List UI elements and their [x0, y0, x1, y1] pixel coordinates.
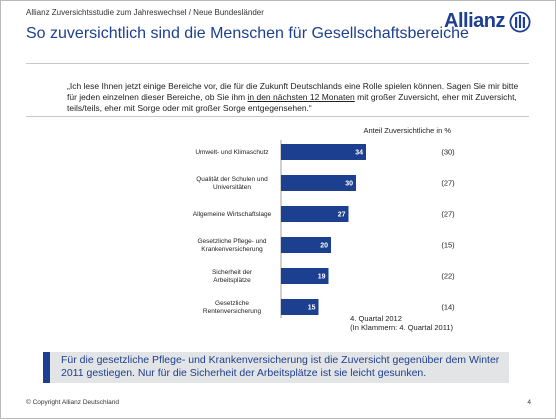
bar [281, 299, 319, 315]
previous-year-value: (22) [441, 272, 455, 281]
allianz-eagle-logo-icon [509, 10, 531, 33]
previous-year-value: (30) [441, 148, 455, 157]
bar-value-label: 34 [355, 150, 363, 157]
bar-value-label: 30 [345, 181, 353, 188]
chart-title: Anteil Zuversichtliche in % [363, 126, 451, 135]
category-label: Allgemeine Wirtschaftslage [193, 211, 272, 218]
bar-value-label: 15 [308, 305, 316, 312]
chart-note-line-2: (In Klammern: 4. Quartal 2011) [350, 323, 453, 332]
survey-question: „Ich lese Ihnen jetzt einige Bereiche vo… [67, 81, 519, 113]
bar [281, 268, 329, 284]
slide-title: So zuversichtlich sind die Menschen für … [26, 25, 469, 42]
category-label: Umwelt- und Klimaschutz [195, 149, 268, 156]
bar [281, 175, 356, 191]
slide-subtitle: Allianz Zuversichtsstudie zum Jahreswech… [26, 8, 264, 17]
footer-page-number: 4 [527, 399, 531, 406]
bar-value-label: 27 [338, 212, 346, 219]
question-divider [26, 116, 529, 117]
previous-year-value: (27) [441, 179, 455, 188]
bar [281, 144, 366, 160]
logo-text: Allianz [444, 10, 505, 32]
bar-value-label: 19 [318, 274, 326, 281]
bar-value-label: 20 [320, 243, 328, 250]
chart-note: 4. Quartal 2012 (In Klammern: 4. Quartal… [350, 314, 453, 332]
previous-year-value: (15) [441, 241, 455, 250]
category-label: Gesetzliche Pflege- und Krankenversicheru… [197, 238, 266, 253]
key-finding-banner: Für die gesetzliche Pflege- und Krankenv… [43, 352, 509, 383]
bar [281, 237, 331, 253]
allianz-logo: Allianz [444, 10, 531, 33]
previous-year-value: (27) [441, 210, 455, 219]
bar [281, 206, 349, 222]
question-underlined-phrase: in den nächsten 12 Monaten [247, 92, 355, 102]
category-label: Gesetzliche Rentenversicherung [203, 300, 262, 315]
chart-note-line-1: 4. Quartal 2012 [350, 314, 402, 323]
footer-copyright: © Copyright Allianz Deutschland [26, 399, 119, 406]
header-divider [26, 63, 529, 64]
banner-accent-bar [43, 352, 50, 383]
category-label: Qualität der Schulen und Universitäten [196, 176, 268, 191]
category-label: Sicherheit der Arbeitsplätze [212, 269, 253, 284]
previous-year-value: (14) [441, 303, 455, 312]
banner-text: Für die gesetzliche Pflege- und Krankenv… [61, 354, 500, 379]
